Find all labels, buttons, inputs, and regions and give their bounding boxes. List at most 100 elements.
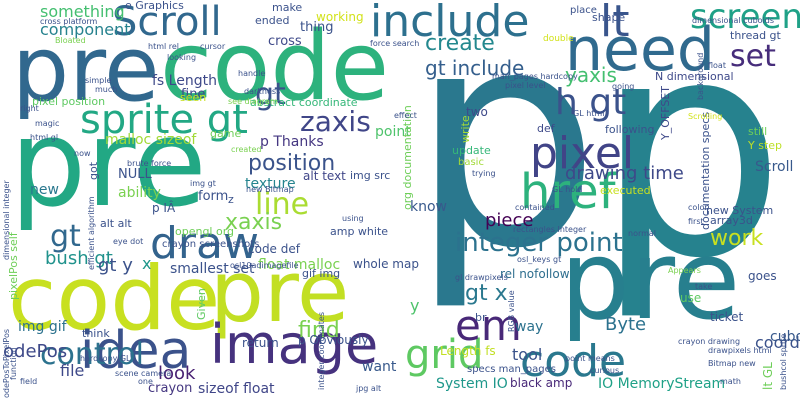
- word: code: [520, 336, 627, 387]
- word: pre: [10, 95, 207, 234]
- word: rectangles Integer: [513, 225, 587, 234]
- word: game: [210, 127, 242, 140]
- word: code: [8, 247, 221, 350]
- word: color: [688, 203, 708, 212]
- word: first: [688, 217, 704, 226]
- word: looking: [167, 53, 197, 62]
- word: magic: [35, 119, 60, 128]
- word: goes: [748, 269, 777, 283]
- word: drawing time: [565, 163, 684, 184]
- word: update: [452, 144, 491, 157]
- word: think: [82, 327, 110, 340]
- word: draw: [150, 218, 259, 269]
- word: lt: [600, 0, 630, 47]
- word: math: [720, 377, 741, 386]
- word: array3d: [710, 214, 753, 227]
- word: create: [425, 31, 495, 56]
- word: take: [695, 282, 713, 291]
- word: j: [200, 292, 204, 308]
- word: return: [242, 336, 279, 350]
- word: effect: [394, 111, 417, 120]
- word: def: [537, 122, 555, 135]
- word: Bitmap new: [708, 359, 756, 368]
- word: contained: [515, 203, 555, 212]
- word: dimensional integer: [2, 180, 11, 260]
- word: integer point: [455, 228, 623, 258]
- word: img gif: [18, 319, 67, 335]
- word: sizeof float: [198, 381, 275, 397]
- word: simple: [85, 76, 112, 85]
- word: ended: [255, 14, 290, 27]
- word: something: [40, 2, 125, 21]
- word: href: [520, 164, 616, 220]
- word: html gl: [30, 133, 59, 142]
- word: em: [455, 301, 522, 350]
- word: Byte: [605, 314, 647, 335]
- word: look: [158, 363, 196, 384]
- word: zaxis: [300, 105, 371, 138]
- word: gt x: [465, 281, 508, 306]
- word: way: [515, 319, 544, 335]
- word: cursor: [200, 42, 226, 51]
- word: thing: [300, 20, 334, 35]
- word: new: [30, 182, 59, 198]
- word: work: [710, 226, 764, 251]
- word: efficient algorithm: [87, 196, 96, 270]
- word: System IO: [436, 376, 508, 392]
- word: idea: [80, 321, 192, 381]
- word: h gt: [555, 82, 627, 123]
- word: black amp: [510, 376, 573, 390]
- word: p IÂ: [152, 201, 176, 215]
- word: file: [60, 361, 85, 380]
- word: float: [708, 61, 726, 70]
- word: see diagram: [228, 97, 278, 106]
- word: GL html: [573, 109, 605, 118]
- word: got: [87, 161, 100, 180]
- word: ticket: [710, 310, 744, 324]
- word: piece: [485, 210, 534, 231]
- word: screen: [690, 0, 800, 37]
- word: alt alt: [100, 217, 132, 230]
- word: code def: [248, 242, 300, 256]
- word: ability: [118, 185, 161, 201]
- word: Y step: [748, 139, 783, 152]
- word: pixel level: [505, 81, 546, 90]
- word: working: [316, 10, 364, 24]
- word: hardcopy GL: [80, 354, 131, 363]
- word: line: [255, 187, 310, 222]
- word: component: [40, 20, 131, 39]
- word: cuboids rectangles: [770, 329, 800, 345]
- word: opengl org: [175, 225, 235, 238]
- word: control: [40, 337, 144, 372]
- word: going: [612, 82, 635, 91]
- word: know: [410, 199, 447, 215]
- word: man_pages hardcopy: [492, 72, 578, 81]
- word: specs man_pages: [467, 364, 556, 375]
- word: amp white: [330, 225, 389, 238]
- word: html rel: [148, 42, 180, 51]
- word: write: [459, 115, 472, 143]
- word: now: [74, 149, 91, 158]
- word: p Obviously: [298, 333, 369, 347]
- word: fs Length: [152, 73, 217, 89]
- word: place: [570, 5, 597, 16]
- word: want: [362, 359, 397, 375]
- word: p: [410, 0, 601, 314]
- word: Scroll: [755, 159, 794, 175]
- word: executed: [600, 184, 651, 197]
- word: osl10adimagefile: [230, 261, 299, 270]
- word: NULL: [118, 167, 152, 182]
- word: e Graphics: [125, 0, 184, 12]
- word: crayon screenshots: [162, 239, 260, 250]
- word: grid: [405, 332, 484, 378]
- word: y: [410, 296, 420, 315]
- word: odePos: [3, 341, 68, 362]
- word: N dimensional: [655, 70, 734, 83]
- word: crayon: [148, 381, 193, 396]
- word: gt y: [98, 255, 133, 276]
- word: yaxis: [565, 63, 617, 87]
- word: GL hold: [552, 185, 583, 194]
- word: normal: [628, 229, 657, 238]
- word: field: [20, 377, 38, 386]
